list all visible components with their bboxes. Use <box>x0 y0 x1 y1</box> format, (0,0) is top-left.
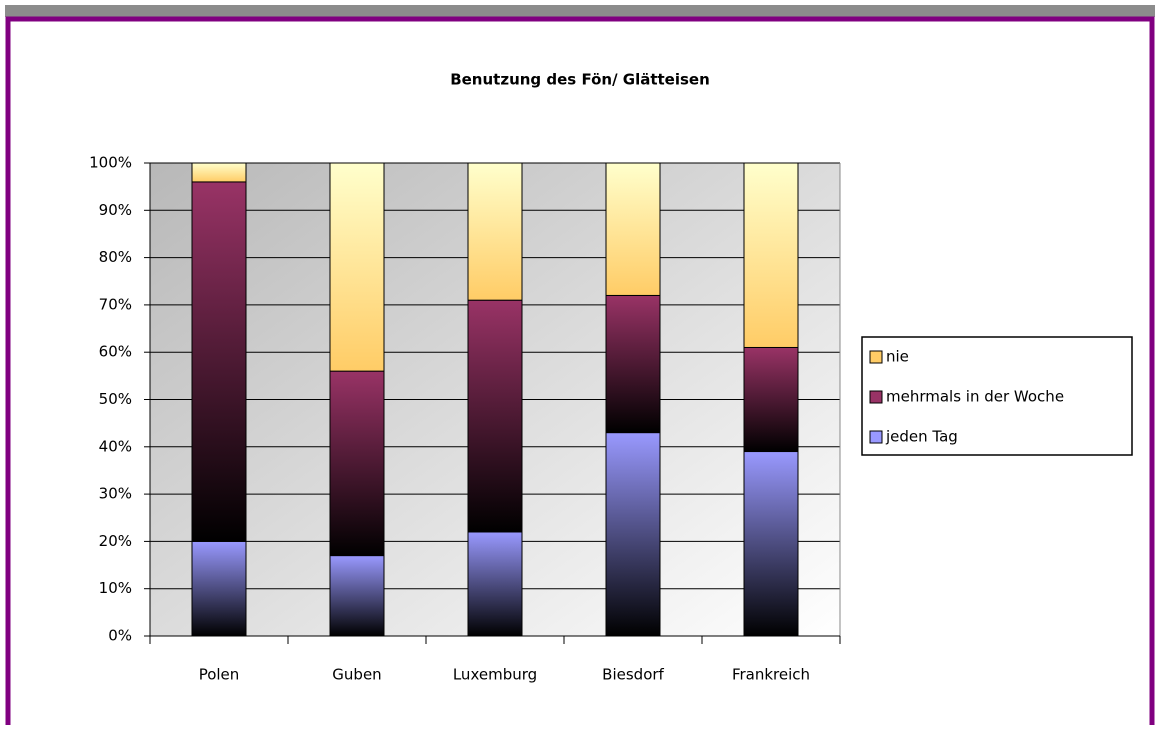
legend-swatch <box>869 430 883 444</box>
x-tick-label: Luxemburg <box>453 666 537 684</box>
x-tick-label: Biesdorf <box>602 666 664 684</box>
top-bar <box>5 5 1155 17</box>
y-tick-label: 90% <box>99 201 132 219</box>
legend-label: mehrmals in der Woche <box>886 388 1064 406</box>
y-tick-label: 100% <box>89 154 132 172</box>
y-tick-label: 80% <box>99 248 132 266</box>
legend-swatch <box>869 390 883 404</box>
bar-segment <box>191 162 247 183</box>
bar-segment <box>467 162 523 301</box>
bar-segment <box>605 432 661 637</box>
bar-segment <box>467 299 523 533</box>
bar-segment <box>743 346 799 453</box>
x-tick-label: Frankreich <box>732 666 810 684</box>
bar-segment <box>329 370 385 557</box>
y-tick-label: 10% <box>99 579 132 597</box>
y-tick-label: 0% <box>108 627 132 645</box>
y-tick-label: 30% <box>99 485 132 503</box>
x-tick-label: Polen <box>199 666 240 684</box>
y-tick-label: 40% <box>99 437 132 455</box>
bar-segment <box>329 555 385 637</box>
bar-segment <box>743 162 799 348</box>
bar-segment <box>329 162 385 372</box>
legend-label: nie <box>886 348 909 366</box>
y-tick-label: 20% <box>99 532 132 550</box>
bar-segment <box>191 540 247 637</box>
y-tick-label: 50% <box>99 390 132 408</box>
bar-segment <box>605 294 661 434</box>
bar-segment <box>605 162 661 296</box>
legend-swatch <box>869 350 883 364</box>
legend <box>861 336 1133 456</box>
bar-segment <box>743 451 799 637</box>
x-tick-label: Guben <box>332 666 381 684</box>
legend-label: jeden Tag <box>885 428 958 446</box>
y-tick-label: 60% <box>99 343 132 361</box>
chart-title: Benutzung des Fön/ Glätteisen <box>450 71 710 89</box>
bar-segment <box>467 531 523 637</box>
y-tick-label: 70% <box>99 295 132 313</box>
bar-segment <box>191 181 247 542</box>
